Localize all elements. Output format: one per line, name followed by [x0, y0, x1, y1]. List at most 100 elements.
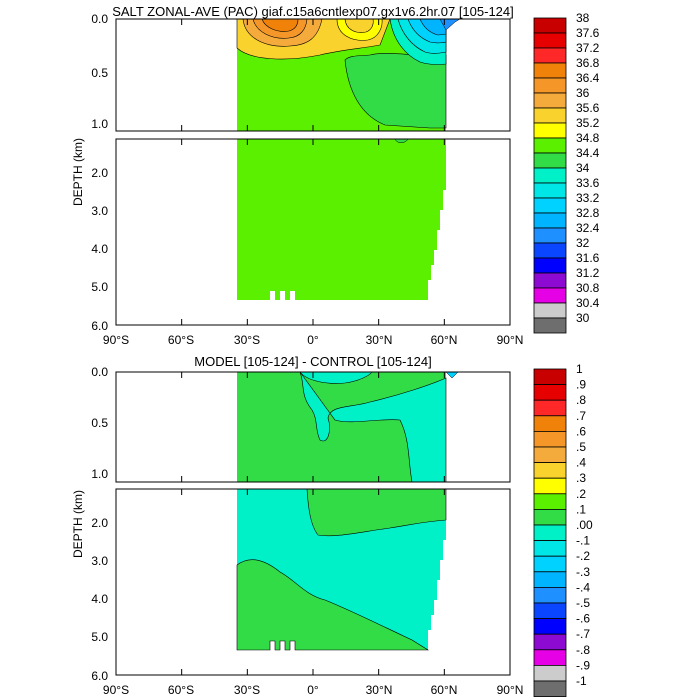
colorbar-swatch: [533, 212, 567, 229]
colorbar-label: 32.8: [576, 206, 600, 220]
colorbar-label: -.6: [576, 612, 590, 626]
colorbar-label: .1: [576, 502, 586, 516]
colorbar-label: -.2: [576, 549, 590, 563]
colorbar-swatch: [533, 462, 567, 479]
y-tick-label: 4.0: [91, 592, 108, 606]
colorbar-swatch: [533, 555, 567, 573]
tick-marks: [115, 372, 511, 675]
y-tick-label: 1.0: [91, 117, 108, 131]
colorbar-swatch: [533, 587, 567, 604]
colorbar-label: 30.4: [576, 296, 600, 310]
colorbar-label: 35.2: [576, 116, 600, 130]
colorbar-swatch: [533, 152, 567, 169]
contour-region: [299, 371, 447, 483]
colorbar-label: 33.2: [576, 191, 600, 205]
contour-region: [261, 18, 299, 32]
colorbar-swatch: [533, 317, 567, 334]
y-tick-label: 0.0: [91, 12, 108, 26]
x-tick-label: 30°S: [234, 683, 260, 697]
colorbar-swatch: [533, 633, 567, 651]
colorbar-swatch: [533, 92, 567, 109]
colorbar-label: 36: [576, 86, 590, 100]
colorbar-swatch: [533, 47, 567, 64]
colorbar-label: 38: [576, 11, 590, 25]
colorbar-label: 30: [576, 311, 590, 325]
colorbar-label: -.9: [576, 658, 590, 672]
colorbar-swatch: [533, 257, 567, 274]
colorbar-swatch: [533, 524, 567, 542]
colorbar-label: -.3: [576, 565, 590, 579]
x-tick-label: 30°N: [366, 683, 393, 697]
field-fill: [237, 139, 446, 300]
y-tick-label: 0.5: [91, 66, 108, 80]
colorbar-label: -.1: [576, 534, 590, 548]
y-axis-label: DEPTH (km): [71, 490, 85, 558]
colorbar-swatch: [533, 17, 567, 34]
x-tick-label: 90°N: [497, 333, 524, 347]
colorbar-swatch: [533, 227, 567, 244]
y-tick-label: 1.0: [91, 467, 108, 481]
x-tick-label: 60°S: [168, 333, 194, 347]
colorbar-swatch: [533, 167, 567, 184]
contour-region: [419, 18, 447, 36]
salt-panel: SALT ZONAL-AVE (PAC) giaf.c15a6cntlexp07…: [71, 4, 600, 347]
colorbar-swatch: [533, 62, 567, 79]
field-lower: [236, 488, 447, 651]
colorbar: 3837.637.236.836.43635.635.234.834.43433…: [533, 11, 600, 334]
chart-title: MODEL [105-124] - CONTROL [105-124]: [194, 354, 431, 369]
colorbar-swatch: [533, 32, 567, 49]
colorbar-swatch: [533, 197, 567, 214]
colorbar-label: -1: [576, 674, 587, 688]
colorbar-swatch: [533, 493, 567, 510]
x-tick-label: 0°: [307, 683, 319, 697]
colorbar-label: 32.4: [576, 221, 600, 235]
x-tick-label: 60°S: [168, 683, 194, 697]
colorbar-label: 1: [576, 362, 583, 376]
colorbar-label: .2: [576, 487, 586, 501]
colorbar: 1 .9.8 .7.6 .5 .4.3 .2.1 .00 -.1-.2 -.3-.4 -.5 -.6…: [533, 362, 593, 698]
y-tick-label: 4.0: [91, 242, 108, 256]
colorbar-label: .8: [576, 393, 586, 407]
field-upper: [236, 18, 461, 131]
x-tick-label: 60°N: [431, 683, 458, 697]
colorbar-label: -.5: [576, 596, 590, 610]
colorbar-label: 31.2: [576, 266, 600, 280]
colorbar-label: 35.6: [576, 101, 600, 115]
colorbar-swatch: [533, 77, 567, 94]
colorbar-swatch: [533, 399, 567, 417]
colorbar-label: 32: [576, 236, 590, 250]
colorbar-swatch: [533, 182, 567, 199]
x-tick-label: 0°: [307, 333, 319, 347]
colorbar-swatch: [533, 122, 567, 139]
y-tick-label: 2.0: [91, 166, 108, 180]
colorbar-swatch: [533, 242, 567, 259]
colorbar-label: .4: [576, 456, 586, 470]
colorbar-swatch: [533, 540, 567, 557]
colorbar-label: -.8: [576, 643, 590, 657]
colorbar-swatch: [533, 665, 567, 682]
x-tick-label: 90°S: [103, 683, 129, 697]
y-tick-label: 5.0: [91, 630, 108, 644]
y-tick-label: 2.0: [91, 516, 108, 530]
colorbar-label: 30.8: [576, 281, 600, 295]
colorbar-swatch: [533, 446, 567, 464]
colorbar-label: .9: [576, 378, 586, 392]
colorbar-swatch: [533, 430, 567, 448]
colorbar-swatch: [533, 649, 567, 666]
contour-region: [344, 18, 374, 33]
y-axis-label: DEPTH (km): [71, 138, 85, 206]
colorbar-label: -.7: [576, 627, 590, 641]
colorbar-swatch: [533, 477, 567, 495]
contour-region: [236, 559, 430, 651]
contour-region: [445, 371, 459, 379]
x-tick-label: 30°S: [234, 333, 260, 347]
colorbar-label: 33.6: [576, 176, 600, 190]
colorbar-label: .3: [576, 471, 586, 485]
colorbar-label: -.4: [576, 580, 590, 594]
colorbar-label: 34: [576, 161, 590, 175]
contour-region: [299, 371, 373, 384]
colorbar-label: 31.6: [576, 251, 600, 265]
colorbar-label: 34.4: [576, 146, 600, 160]
y-tick-label: 0.0: [91, 365, 108, 379]
